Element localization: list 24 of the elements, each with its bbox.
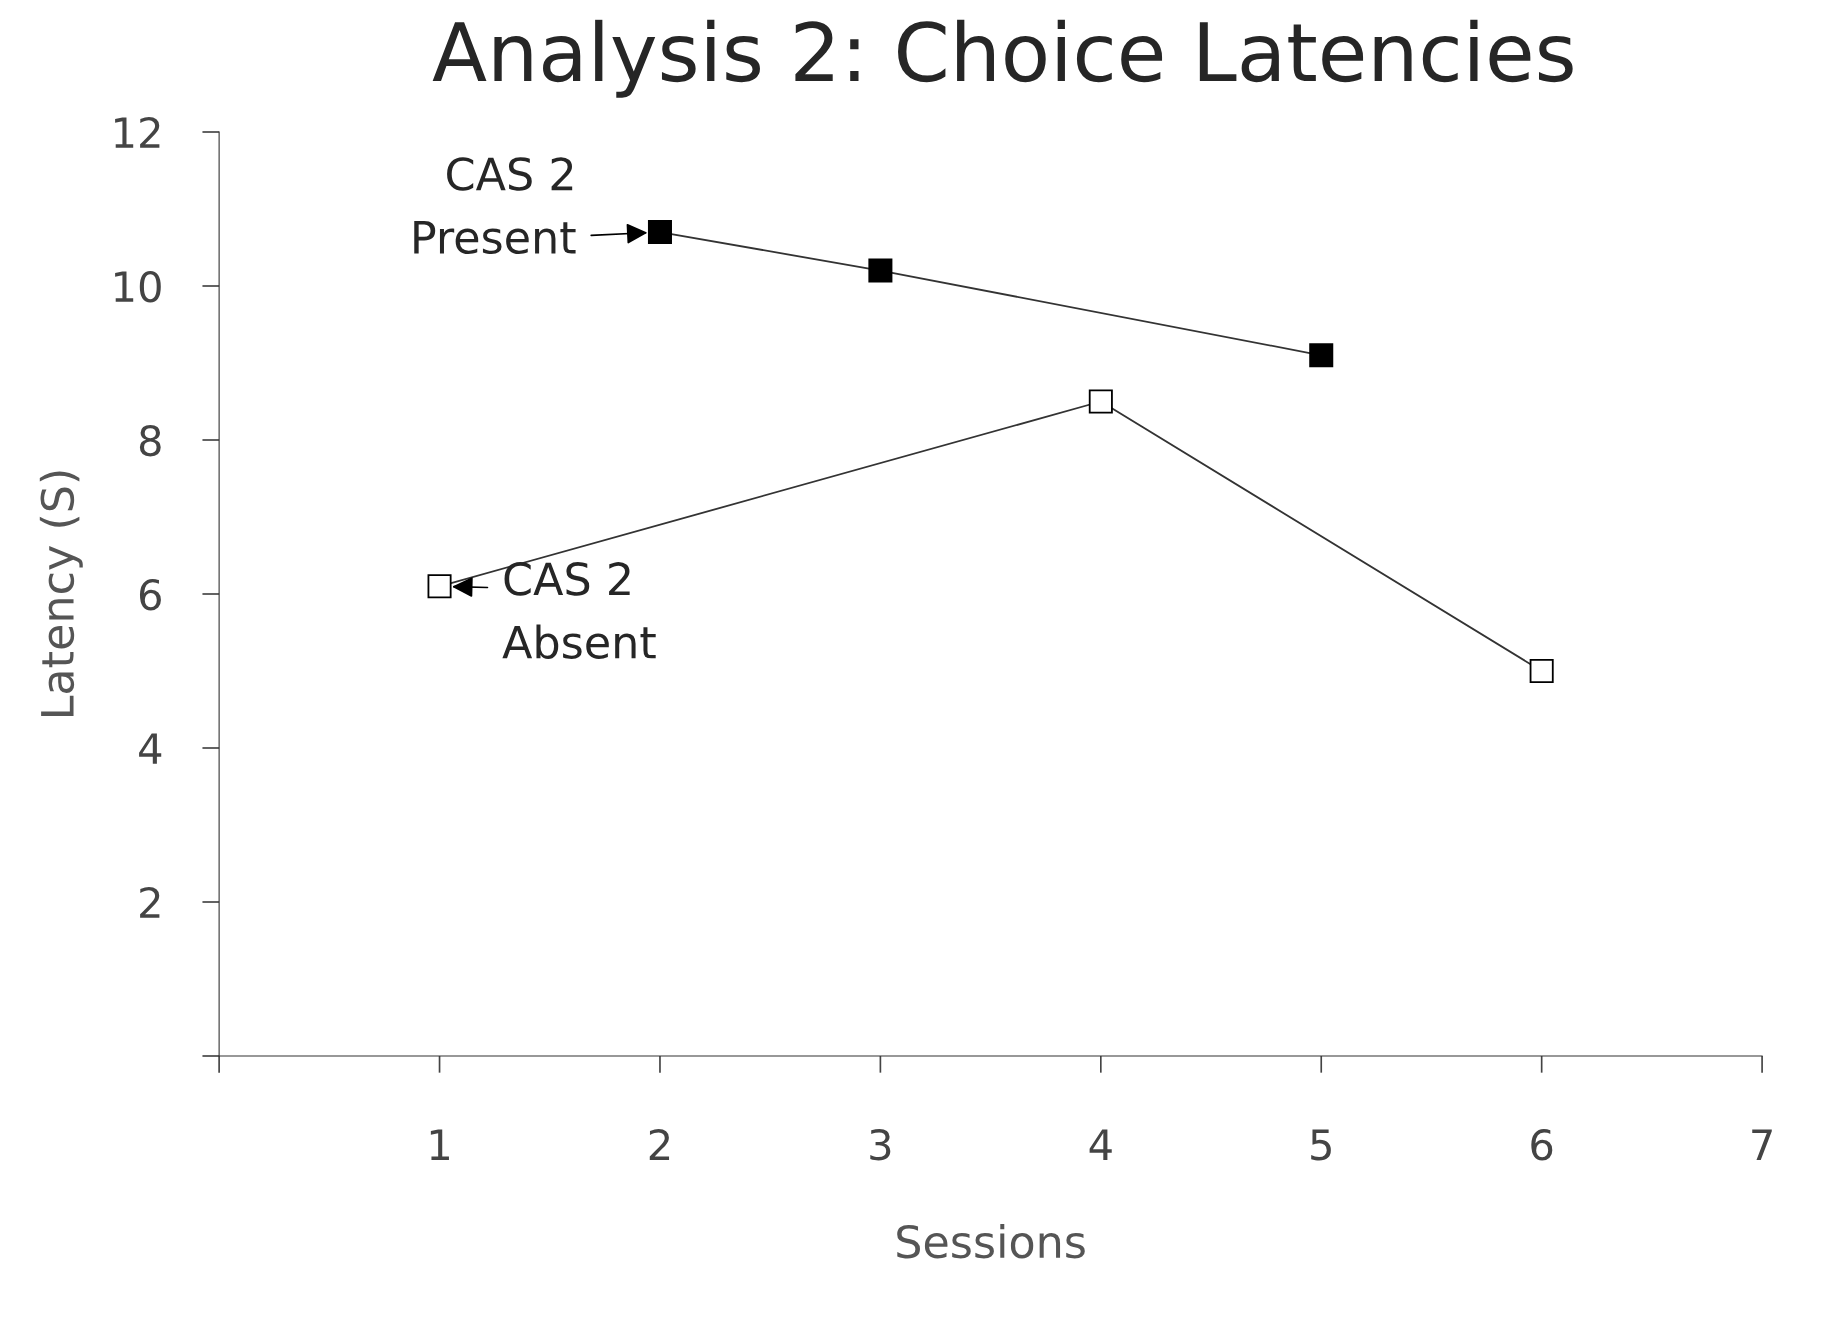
point	[1088, 389, 1113, 414]
y-tick-label: 2	[140, 886, 160, 918]
point	[427, 574, 452, 599]
x-tick-label: 5	[1311, 1129, 1331, 1161]
y-tick-label: 12	[115, 116, 160, 148]
x-tick-label: 2	[649, 1128, 670, 1160]
x-tick-label: 1	[430, 1129, 449, 1160]
point	[647, 220, 672, 245]
x-tick-label: 4	[1089, 1129, 1112, 1160]
x-tick-label: 3	[870, 1128, 891, 1161]
point	[868, 258, 893, 283]
annotation: CAS 2 Present	[414, 157, 576, 255]
annotation: CAS 2 Absent	[502, 562, 656, 659]
y-axis-title: Latency (S)	[39, 471, 83, 716]
x-tick-label: 6	[1531, 1128, 1553, 1161]
chart-title: Analysis 2: Choice Latencies	[432, 19, 1573, 98]
x-tick-label: 7	[1752, 1129, 1772, 1160]
y-tick-label: 10	[115, 270, 161, 303]
y-tick-label: 8	[139, 424, 161, 457]
point	[1529, 658, 1554, 684]
x-axis-title: Sessions	[897, 1224, 1085, 1259]
y-tick-label: 6	[139, 578, 161, 611]
y-tick-label: 4	[139, 733, 162, 764]
point	[1309, 343, 1334, 368]
